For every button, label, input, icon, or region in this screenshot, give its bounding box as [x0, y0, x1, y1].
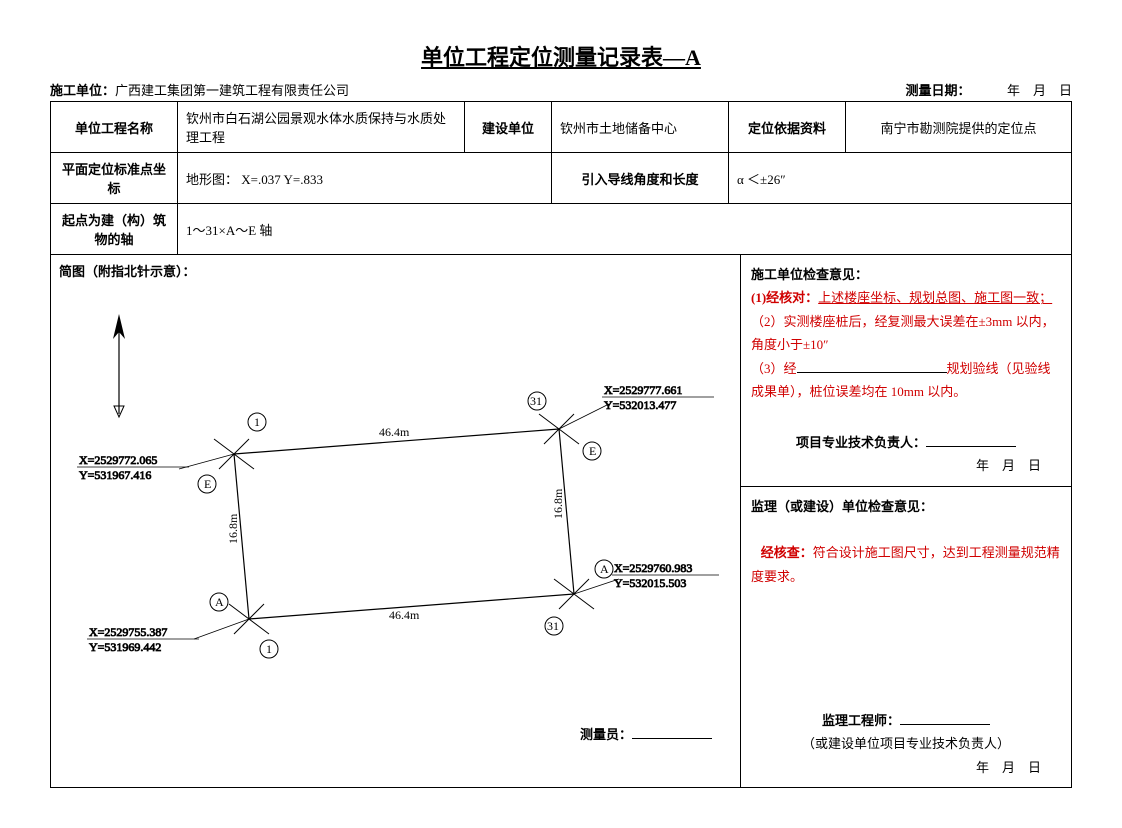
- unit-value: 广西建工集团第一建筑工程有限责任公司: [115, 83, 349, 98]
- r1c2-value: 钦州市土地储备中心: [552, 102, 729, 153]
- table-row: 单位工程名称 钦州市白石湖公园景观水体水质保持与水质处理工程 建设单位 钦州市土…: [51, 102, 1072, 153]
- r3c1-value: 1～31×A～E 轴: [178, 204, 1072, 255]
- r3c1-label: 起点为建（构）筑物的轴: [51, 204, 178, 255]
- info-table: 单位工程名称 钦州市白石湖公园景观水体水质保持与水质处理工程 建设单位 钦州市土…: [50, 101, 1072, 255]
- br-y: Y=532015.503: [614, 576, 686, 590]
- l1b: 上述楼座坐标、规划总图、施工图一致；: [818, 290, 1052, 305]
- insp-line1: (1)经核对：上述楼座坐标、规划总图、施工图一致；: [751, 286, 1061, 309]
- surveyor-label: 测量员：: [580, 727, 632, 742]
- r2c1-label: 平面定位标准点坐标: [51, 153, 178, 204]
- svg-text:31: 31: [530, 394, 542, 408]
- insp-line4: 经核查：符合设计施工图尺寸，达到工程测量规范精度要求。: [751, 541, 1061, 588]
- lower-panes: 简图（附指北针示意）：: [50, 255, 1072, 788]
- br-x: X=2529760.983: [614, 561, 692, 575]
- sig2-label: 监理工程师：: [751, 709, 1061, 732]
- svg-text:E: E: [589, 444, 596, 458]
- construction-opinion: 施工单位检查意见： (1)经核对：上述楼座坐标、规划总图、施工图一致； （2）实…: [741, 255, 1071, 487]
- r2c2-value: α ＜±26″: [729, 153, 1072, 204]
- r1c3-label: 定位依据资料: [729, 102, 846, 153]
- r1c1-label: 单位工程名称: [51, 102, 178, 153]
- svg-text:1: 1: [254, 415, 260, 429]
- diagram-pane: 简图（附指北针示意）：: [51, 255, 741, 787]
- tr-y: Y=532013.477: [604, 398, 676, 412]
- doc-title: 单位工程定位测量记录表—A: [50, 40, 1072, 72]
- dim-top: 46.4m: [379, 425, 410, 439]
- sig1-label: 项目专业技术负责人：: [751, 431, 1061, 454]
- corner-ticks: [214, 414, 594, 634]
- table-row: 平面定位标准点坐标 地形图： X=.037 Y=.833 引入导线角度和长度 α…: [51, 153, 1072, 204]
- r2c2-label: 引入导线角度和长度: [552, 153, 729, 204]
- r2c1-value: 地形图： X=.037 Y=.833: [178, 153, 552, 204]
- sig2-sub: （或建设单位项目专业技术负责人）: [751, 732, 1061, 755]
- page-root: 单位工程定位测量记录表—A 施工单位：广西建工集团第一建筑工程有限责任公司 测量…: [50, 40, 1072, 788]
- dim-right: 16.8m: [551, 488, 565, 519]
- header-row: 施工单位：广西建工集团第一建筑工程有限责任公司 测量日期： 年 月 日: [50, 80, 1072, 99]
- table-row: 起点为建（构）筑物的轴 1～31×A～E 轴: [51, 204, 1072, 255]
- sig2-date: 年 月 日: [751, 756, 1061, 779]
- surveyor-row: 测量员：: [59, 724, 732, 743]
- l1a: (1)经核对：: [751, 290, 818, 305]
- svg-text:E: E: [204, 477, 211, 491]
- svg-text:31: 31: [547, 619, 559, 633]
- right-pane: 施工单位检查意见： (1)经核对：上述楼座坐标、规划总图、施工图一致； （2）实…: [741, 255, 1071, 787]
- date-value: 年 月 日: [1007, 83, 1072, 98]
- r1c3-value: 南宁市勘测院提供的定位点: [846, 102, 1072, 153]
- header-left: 施工单位：广西建工集团第一建筑工程有限责任公司: [50, 80, 349, 99]
- sig1-date: 年 月 日: [751, 454, 1061, 477]
- diagram-title: 简图（附指北针示意）：: [59, 261, 732, 280]
- r1c2-label: 建设单位: [465, 102, 552, 153]
- dim-bottom: 46.4m: [389, 608, 420, 622]
- header-right: 测量日期： 年 月 日: [905, 80, 1072, 99]
- r1c1-value: 钦州市白石湖公园景观水体水质保持与水质处理工程: [178, 102, 465, 153]
- date-label: 测量日期：: [905, 83, 970, 98]
- tl-y: Y=531967.416: [79, 468, 151, 482]
- unit-label: 施工单位：: [50, 83, 115, 98]
- svg-text:A: A: [600, 562, 609, 576]
- dim-left: 16.8m: [226, 513, 240, 544]
- bl-y: Y=531969.442: [89, 640, 161, 654]
- l4a: 经核查：: [761, 545, 813, 560]
- insp-title2: 监理（或建设）单位检查意见：: [751, 495, 1061, 518]
- north-arrow-icon: [113, 314, 125, 417]
- svg-text:1: 1: [266, 642, 272, 656]
- bl-x: X=2529755.387: [89, 625, 167, 639]
- supervision-opinion: 监理（或建设）单位检查意见： 经核查：符合设计施工图尺寸，达到工程测量规范精度要…: [741, 487, 1071, 788]
- l3a: （3）经: [751, 361, 797, 376]
- survey-diagram: X=2529772.065 Y=531967.416 X=2529777.661…: [59, 284, 719, 714]
- svg-text:A: A: [215, 595, 224, 609]
- insp-line2: （2）实测楼座桩后，经复测最大误差在±3mm 以内，角度小于±10″: [751, 310, 1061, 357]
- plot-outline: [234, 429, 574, 619]
- tr-x: X=2529777.661: [604, 383, 682, 397]
- insp-line3: （3）经规划验线（见验线成果单），桩位误差均在 10mm 以内。: [751, 357, 1061, 404]
- tl-x: X=2529772.065: [79, 453, 157, 467]
- insp-title1: 施工单位检查意见：: [751, 263, 1061, 286]
